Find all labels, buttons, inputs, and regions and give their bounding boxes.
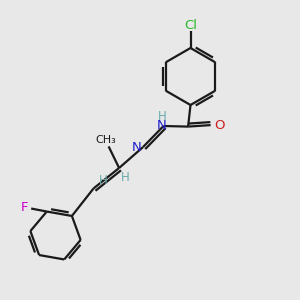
Text: F: F xyxy=(21,201,28,214)
Text: N: N xyxy=(157,119,166,133)
Text: CH₃: CH₃ xyxy=(95,135,116,145)
Text: H: H xyxy=(121,171,130,184)
Text: N: N xyxy=(132,141,141,154)
Text: H: H xyxy=(158,110,166,124)
Text: O: O xyxy=(214,118,225,132)
Text: Cl: Cl xyxy=(184,19,197,32)
Text: H: H xyxy=(99,173,108,187)
